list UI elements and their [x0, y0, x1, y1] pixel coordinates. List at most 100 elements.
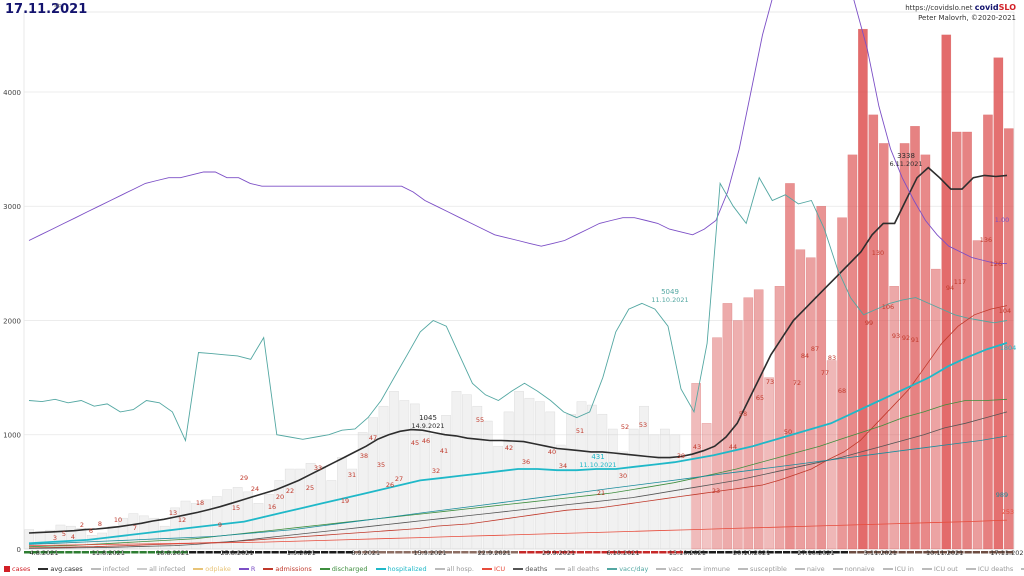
date-strip-segment — [882, 551, 890, 554]
series-line-vaccday — [28, 176, 1008, 443]
data-label: 117 — [954, 278, 966, 286]
series-line-r — [28, 0, 1007, 264]
date-strip-segment — [304, 551, 312, 554]
legend-item[interactable]: naive — [794, 565, 825, 573]
case-bar — [691, 383, 701, 550]
date-strip-segment — [964, 551, 972, 554]
date-strip-segment — [502, 551, 510, 554]
legend-swatch — [921, 568, 932, 570]
case-bar — [774, 286, 785, 550]
case-bar — [524, 397, 535, 550]
case-bar — [743, 297, 754, 550]
case-bar — [858, 28, 868, 550]
date-strip-segment — [651, 551, 659, 554]
date-strip-segment — [453, 551, 461, 554]
legend-item[interactable]: ICU deaths — [965, 565, 1013, 573]
date-strip-segment — [585, 551, 593, 554]
date-strip-segment — [923, 551, 931, 554]
legend-item[interactable]: all ICU — [1021, 565, 1024, 573]
data-label: 30 — [619, 472, 627, 480]
brand-covid: covid — [974, 3, 999, 12]
legend-item[interactable]: deaths — [513, 565, 547, 573]
data-label: 1045 — [419, 414, 437, 422]
case-bar — [878, 143, 889, 550]
y-tick-label: 0 — [17, 546, 21, 554]
date-strip-segment — [774, 551, 782, 554]
legend-item[interactable]: ICU — [481, 565, 506, 573]
legend-item[interactable]: all deaths — [555, 565, 599, 573]
data-label: 2 — [80, 521, 84, 529]
legend-label: admissions — [275, 565, 312, 573]
legend-item[interactable]: infected — [90, 565, 129, 573]
legend-swatch — [193, 568, 204, 570]
chart-legend: cases avg.cases infected all infected odplak… — [4, 563, 1024, 575]
legend-label: ICU — [493, 565, 506, 573]
legend-item[interactable]: vacc/day — [607, 565, 648, 573]
data-label: 39 — [677, 452, 685, 460]
x-tick-label: 25.8.2021 — [220, 549, 253, 557]
data-label: 21 — [597, 489, 605, 497]
legend-item[interactable]: admissions — [263, 565, 312, 573]
date-strip-segment — [981, 551, 989, 554]
legend-item[interactable]: nonnaive — [832, 565, 875, 573]
case-bar — [399, 400, 410, 550]
legend-label: discharged — [331, 565, 368, 573]
case-bar — [951, 131, 962, 550]
legend-item[interactable]: all infected — [137, 565, 185, 573]
date-strip-segment — [32, 551, 40, 554]
legend-item[interactable]: odplake — [193, 565, 231, 573]
data-label: 58 — [739, 410, 747, 418]
case-bar — [972, 240, 983, 550]
date-strip-segment — [114, 551, 122, 554]
date-strip-segment — [312, 551, 320, 554]
case-bar — [826, 360, 837, 550]
legend-label: vacc/day — [619, 565, 649, 573]
data-label: 22 — [286, 487, 294, 495]
legend-item[interactable]: ICU out — [921, 565, 958, 573]
case-bar — [337, 457, 347, 550]
date-strip-segment — [205, 551, 213, 554]
date-strip-segment — [172, 551, 180, 554]
data-label-date: 11.10.2021 — [579, 461, 616, 469]
legend-item[interactable]: cases — [4, 565, 30, 573]
date-strip-segment — [824, 551, 832, 554]
case-bar — [378, 405, 389, 550]
legend-item[interactable]: susceptible — [738, 565, 787, 573]
legend-label: avg.cases — [50, 565, 83, 573]
data-label: 1804 — [1000, 344, 1017, 352]
date-strip-segment — [255, 551, 263, 554]
legend-item[interactable]: discharged — [319, 565, 368, 573]
date-strip-segment — [807, 551, 815, 554]
y-tick-label: 4000 — [3, 89, 21, 97]
legend-item[interactable]: hospitalized — [375, 565, 427, 573]
case-bar — [159, 525, 170, 550]
date-strip-segment — [634, 551, 642, 554]
legend-item[interactable]: vacc — [656, 565, 683, 573]
legend-item[interactable]: immune — [691, 565, 730, 573]
legend-item[interactable]: ICU in — [882, 565, 914, 573]
date-strip-segment — [428, 551, 436, 554]
data-label: 72 — [793, 379, 801, 387]
source-url[interactable]: https://covidslo.net — [905, 4, 973, 12]
date-strip-segment — [865, 551, 873, 554]
date-strip-segment — [156, 551, 164, 554]
data-label: 12 — [178, 516, 186, 524]
date-strip-segment — [329, 551, 337, 554]
date-strip-segment — [989, 551, 997, 554]
date-strip-segment — [370, 551, 378, 554]
data-label: 10 — [114, 516, 122, 524]
date-strip-segment — [642, 551, 650, 554]
case-bar — [535, 401, 545, 550]
x-tick-label: 29.9.2021 — [542, 549, 575, 557]
date-strip-segment — [238, 551, 246, 554]
legend-item[interactable]: R — [238, 565, 255, 573]
legend-swatch — [38, 568, 49, 570]
data-label: 253 — [1002, 508, 1014, 516]
date-strip-segment — [180, 551, 188, 554]
date-strip-segment — [510, 551, 518, 554]
case-bar — [347, 468, 358, 550]
case-bar — [722, 303, 733, 550]
legend-item[interactable]: all hosp. — [434, 565, 474, 573]
legend-item[interactable]: avg.cases — [38, 565, 83, 573]
